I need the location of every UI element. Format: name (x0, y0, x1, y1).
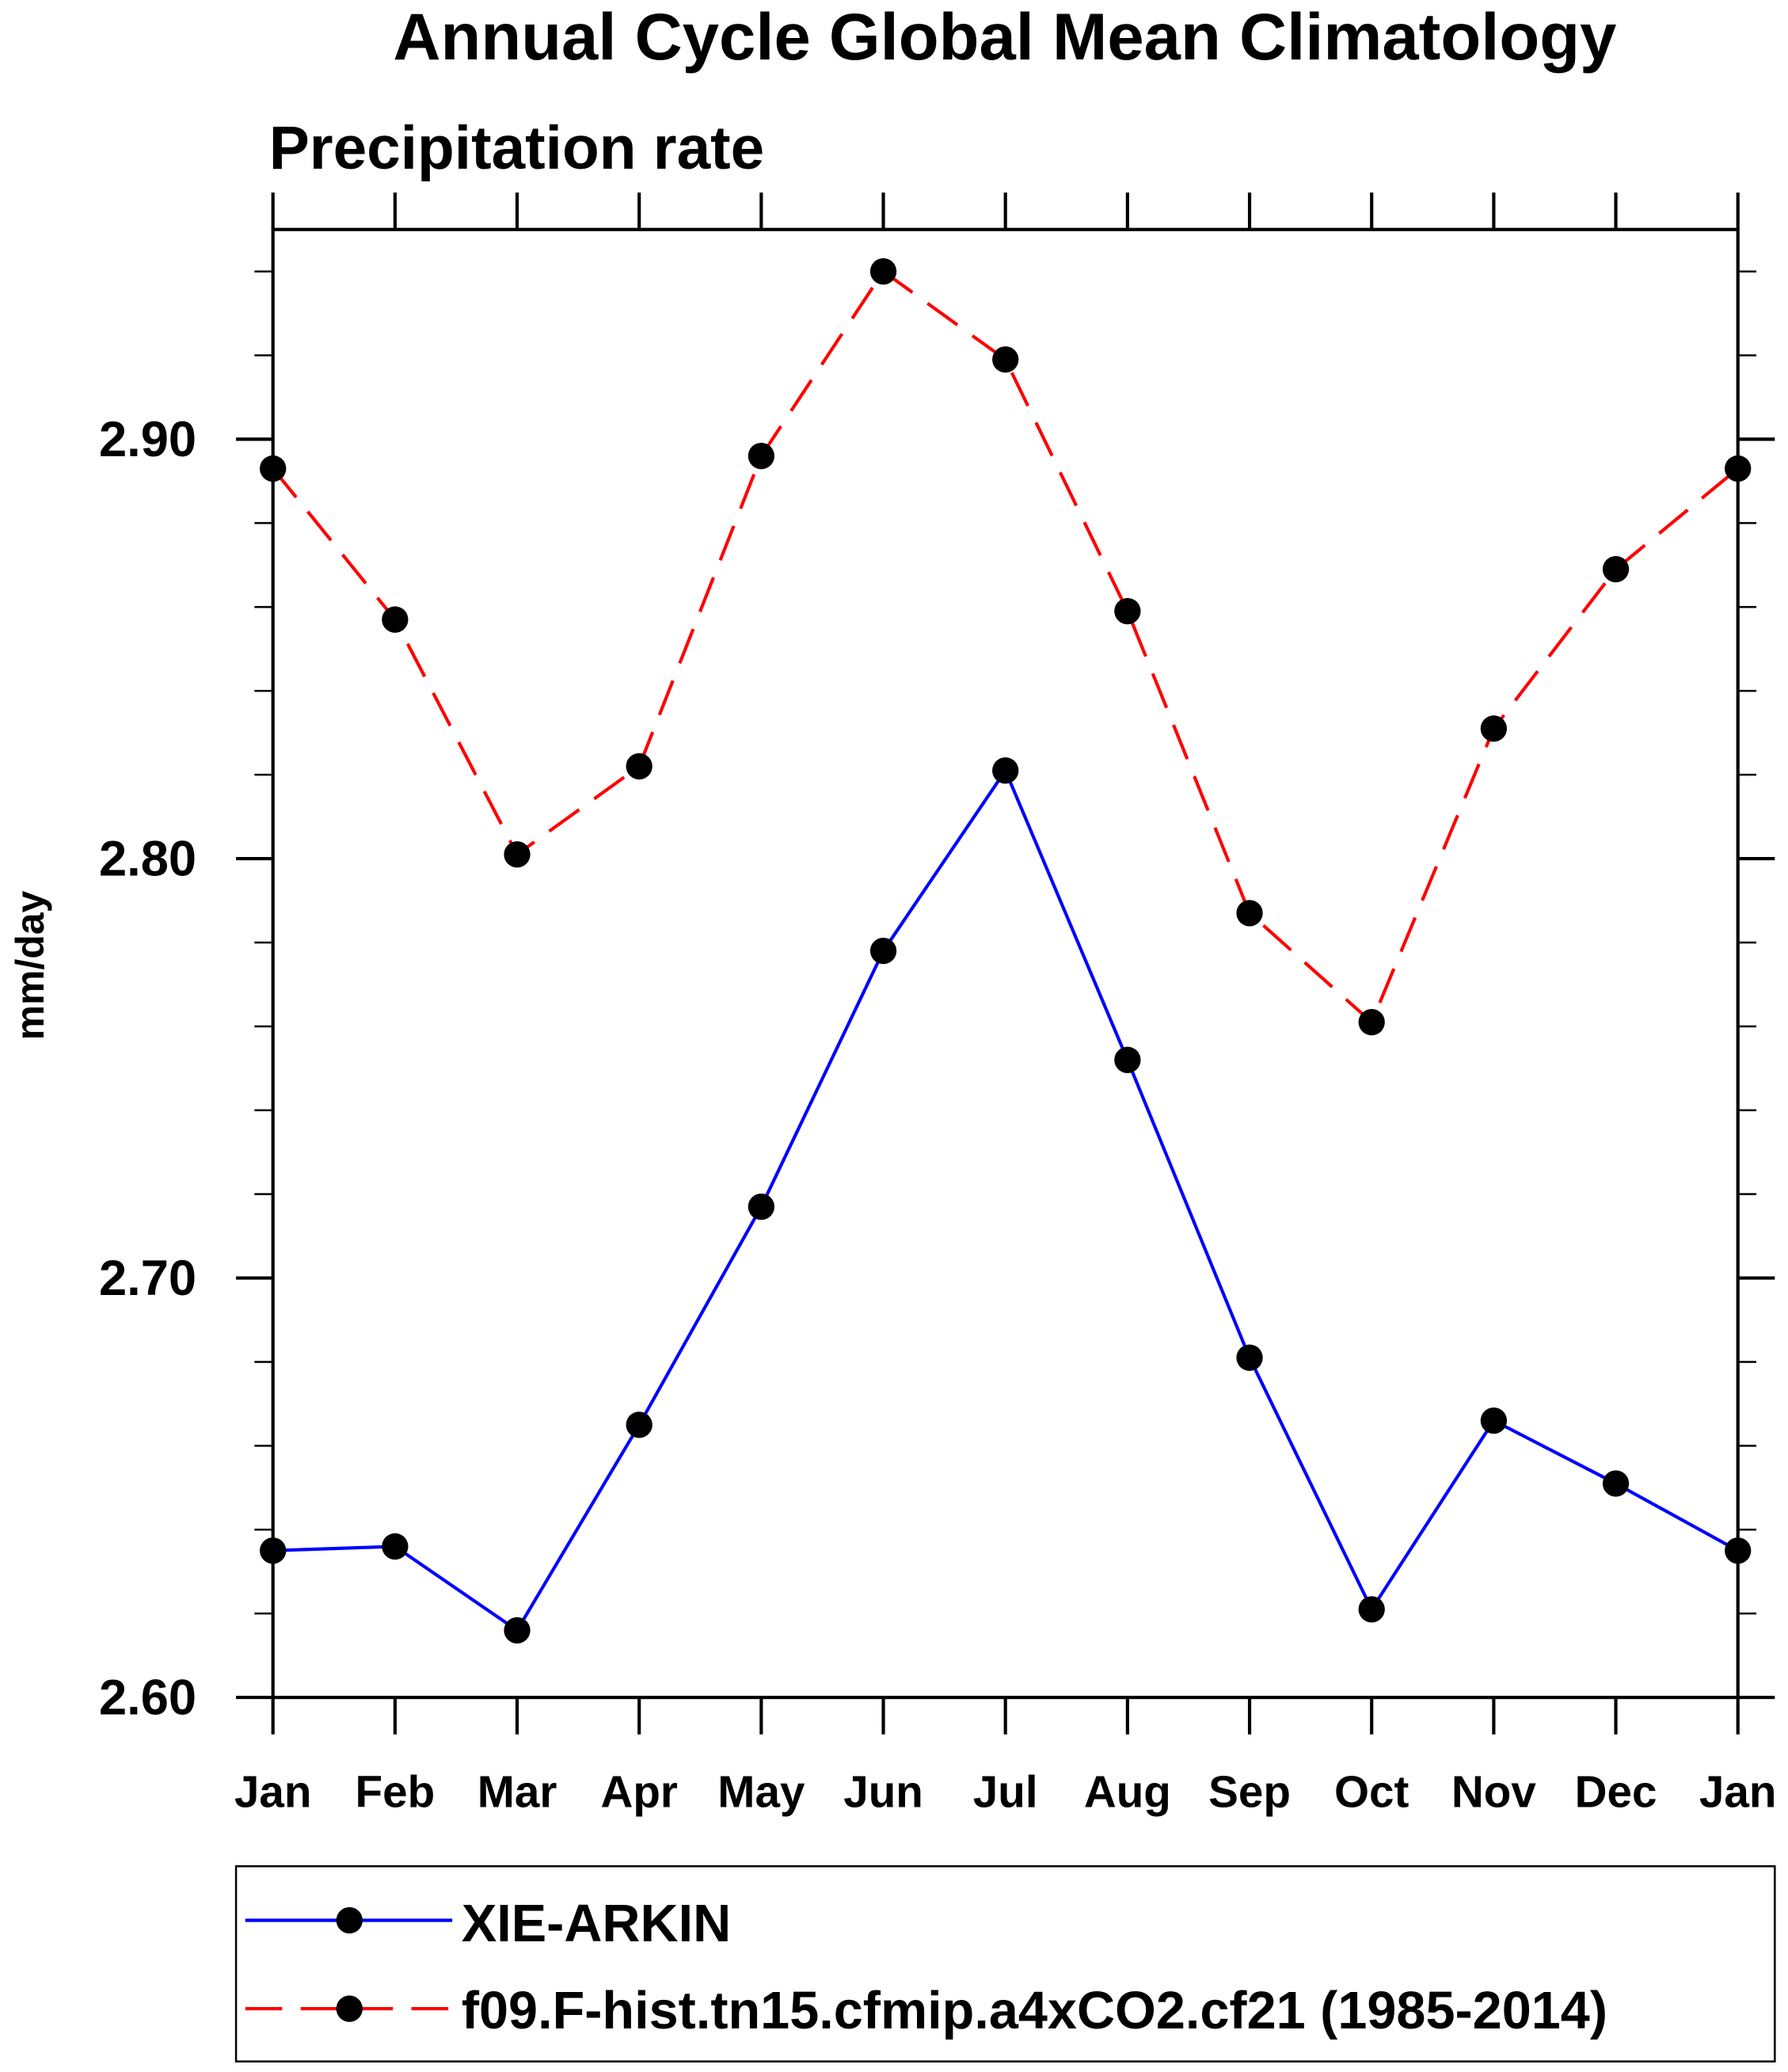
plot-frame (271, 227, 1740, 1700)
x-tick-label: Oct (1334, 1766, 1409, 1816)
series-line-0 (272, 767, 1739, 1633)
legend-box (234, 1864, 1776, 2062)
y-axis-label: mm/day (8, 890, 52, 1040)
data-point (748, 443, 775, 470)
data-point (1602, 556, 1630, 583)
x-tick-label: Apr (600, 1766, 678, 1816)
data-point (869, 937, 897, 965)
data-point (626, 752, 652, 780)
data-point (504, 841, 531, 868)
legend: XIE-ARKIN f09.F-hist.tn15.cfmip.a4xCO2.c… (234, 1864, 1776, 2062)
x-tick-label: Nov (1451, 1766, 1536, 1816)
x-tick-label: Jan (1699, 1766, 1777, 1816)
legend-marker-xie-arkin (336, 1906, 363, 1934)
series-line-1 (272, 269, 1740, 1026)
data-point (992, 757, 1019, 784)
data-point (626, 1411, 652, 1438)
data-point (1358, 1008, 1385, 1036)
data-point (992, 346, 1019, 373)
y-tick-label: 2.80 (99, 832, 196, 887)
data-point (1358, 1596, 1385, 1623)
x-tick-label: Jan (234, 1766, 312, 1816)
x-tick-label: Jul (973, 1766, 1038, 1816)
x-tick-label: May (717, 1766, 805, 1816)
data-point (1114, 1046, 1141, 1073)
data-point (1725, 455, 1752, 482)
data-point (260, 455, 287, 482)
x-tick-label: Aug (1084, 1766, 1171, 1816)
data-point (1480, 1407, 1508, 1434)
data-point (1602, 1470, 1630, 1497)
chart-subtitle: Precipitation rate (269, 115, 765, 182)
data-point (1114, 597, 1141, 625)
data-point (1725, 1537, 1752, 1564)
data-point (382, 1533, 409, 1560)
x-tick-label: Jun (843, 1766, 923, 1816)
y-tick-label: 2.90 (99, 412, 196, 467)
data-point (1480, 715, 1508, 742)
data-point (1236, 900, 1263, 927)
x-tick-label: Dec (1575, 1766, 1657, 1816)
legend-label-model: f09.F-hist.tn15.cfmip.a4xCO2.cf21 (1985-… (462, 1982, 1607, 2040)
data-point (382, 606, 409, 633)
x-tick-label: Sep (1208, 1766, 1291, 1816)
data-point (260, 1537, 287, 1564)
data-point (748, 1193, 775, 1221)
x-tick-label: Mar (477, 1766, 557, 1816)
legend-marker-model (336, 1995, 363, 2022)
data-point (1236, 1344, 1263, 1371)
chart-title: Annual Cycle Global Mean Climatology (393, 0, 1616, 74)
data-point (869, 258, 897, 285)
legend-label-xie-arkin: XIE-ARKIN (462, 1895, 731, 1953)
y-tick-label: 2.70 (99, 1251, 196, 1306)
x-tick-label: Feb (356, 1766, 436, 1816)
data-point (504, 1617, 531, 1644)
y-tick-label: 2.60 (99, 1670, 196, 1726)
